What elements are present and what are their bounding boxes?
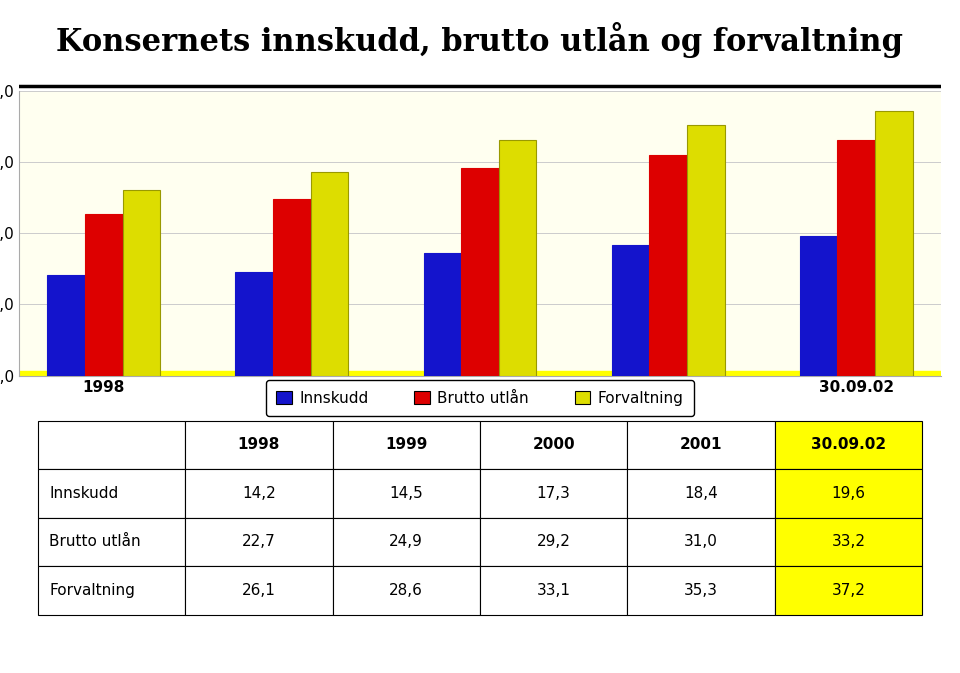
Bar xyxy=(499,140,537,376)
Bar xyxy=(423,252,461,376)
Bar xyxy=(649,155,687,376)
Bar xyxy=(837,139,875,376)
Bar xyxy=(311,172,348,376)
Bar xyxy=(875,111,913,376)
Bar xyxy=(235,273,273,376)
Bar xyxy=(47,275,85,376)
Bar xyxy=(123,190,160,376)
Bar xyxy=(687,125,725,376)
Bar xyxy=(800,236,837,376)
Text: Konsernets innskudd, brutto utlån og forvaltning: Konsernets innskudd, brutto utlån og for… xyxy=(57,22,903,58)
Bar xyxy=(85,214,123,376)
Bar xyxy=(461,168,499,376)
Bar xyxy=(612,245,649,376)
Bar xyxy=(273,199,311,376)
Bar xyxy=(19,371,941,376)
Text: SpareBank 1  Nord-Norge: SpareBank 1 Nord-Norge xyxy=(31,639,180,649)
Legend: Innskudd, Brutto utlån, Forvaltning: Innskudd, Brutto utlån, Forvaltning xyxy=(266,380,694,417)
